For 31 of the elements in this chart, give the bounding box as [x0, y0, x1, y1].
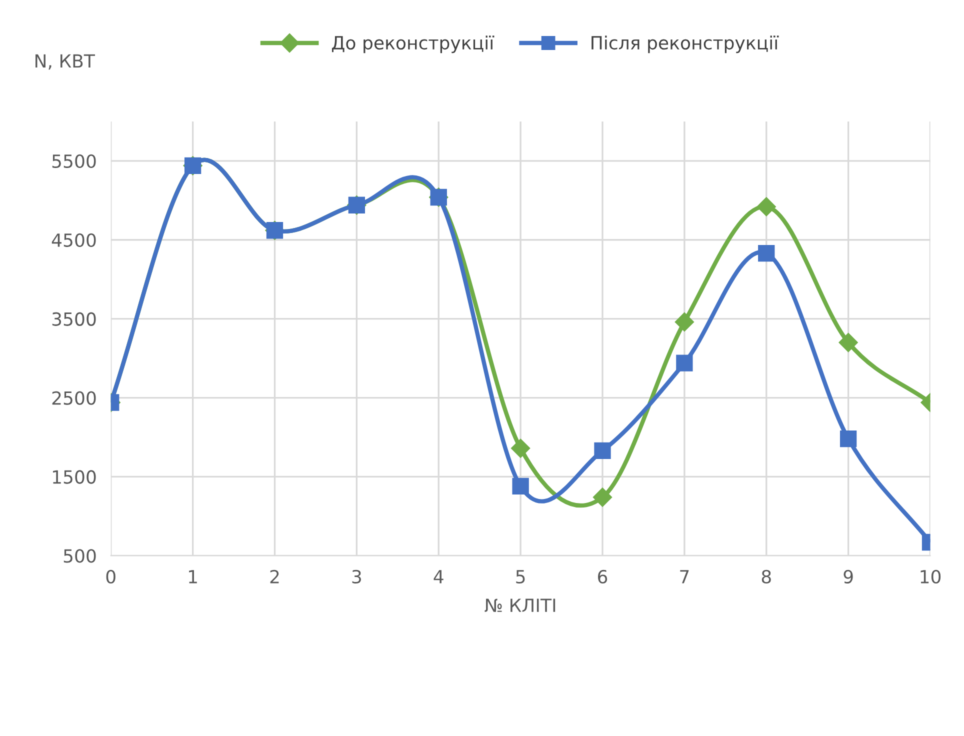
y-axis-title: N, КВТ	[36, 54, 96, 70]
point	[674, 312, 694, 332]
x-tick-label: 6	[598, 570, 608, 584]
y-tick-label: 2500	[52, 391, 96, 405]
y-tick-label: 1500	[53, 470, 96, 484]
x-tick-label: 1	[189, 570, 197, 584]
point	[676, 354, 693, 372]
point	[511, 438, 530, 458]
y-tick-label: 3500	[52, 312, 96, 326]
x-tick-label: 9	[844, 570, 853, 584]
point	[594, 442, 611, 460]
point	[512, 478, 529, 495]
x-tick-label: 8	[762, 570, 771, 584]
x-tick-label: 2	[270, 570, 279, 584]
x-tick-label: 7	[680, 570, 689, 584]
point	[758, 244, 775, 262]
x-tick-label: 0	[106, 570, 116, 584]
y-tick-label: 500	[64, 549, 96, 563]
point	[838, 332, 858, 352]
point	[756, 197, 776, 216]
y-tick-label: 5500	[52, 154, 96, 168]
x-tick-label: 10	[920, 570, 941, 584]
y-tick-label: 4500	[52, 233, 96, 247]
legend-label: Після реконструкції	[592, 36, 779, 54]
point	[592, 488, 612, 507]
x-tick-label: 5	[516, 570, 525, 584]
x-tick-label: 3	[352, 570, 361, 584]
legend-label: До реконструкції	[332, 36, 494, 54]
x-tick-label: 4	[434, 570, 444, 584]
x-axis-title: № КЛІТІ	[484, 598, 556, 612]
point	[840, 430, 857, 448]
